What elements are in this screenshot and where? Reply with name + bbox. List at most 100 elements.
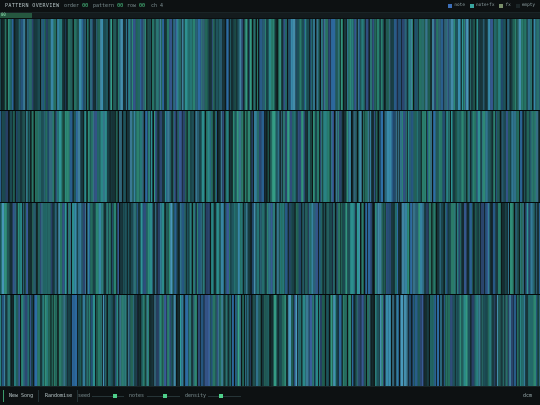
note-stripe (401, 19, 405, 110)
note-stripe (530, 203, 533, 294)
note-stripe (412, 19, 413, 110)
seed-slider-track[interactable] (92, 396, 124, 397)
note-stripe (382, 19, 385, 110)
top-bar: PATTERN OVERVIEW order 00 pattern 00 row… (0, 0, 540, 13)
order-label: order (64, 3, 80, 9)
note-stripe (311, 19, 313, 110)
note-stripe (402, 111, 406, 202)
note-stripe (427, 111, 429, 202)
note-stripe (152, 203, 156, 294)
note-stripe (391, 111, 393, 202)
note-stripe (58, 295, 62, 386)
note-stripe (503, 111, 506, 202)
note-stripe (61, 111, 64, 202)
note-stripe (134, 203, 137, 294)
note-stripe (336, 203, 339, 294)
note-stripe (25, 111, 27, 202)
song-progress-bar[interactable]: 00 (0, 12, 540, 18)
note-stripe (205, 203, 208, 294)
density-slider[interactable]: density (185, 390, 242, 402)
notes-slider[interactable]: notes (129, 390, 181, 402)
note-stripe (369, 111, 372, 202)
note-stripe (214, 203, 217, 294)
density-slider-knob[interactable] (219, 394, 224, 398)
note-stripe (379, 203, 382, 294)
note-stripe (302, 295, 303, 386)
seed-slider-knob[interactable] (113, 394, 118, 398)
legend-note-swatch (448, 4, 453, 8)
note-stripe (138, 295, 141, 386)
note-stripe (383, 295, 385, 386)
note-stripe (226, 111, 229, 202)
note-stripe (2, 19, 4, 110)
lane-channel-3[interactable] (0, 203, 540, 294)
note-stripe (53, 19, 57, 110)
randomise-button[interactable]: Randomise (40, 390, 79, 402)
note-stripe (167, 111, 170, 202)
note-stripe (218, 111, 221, 202)
notes-slider-knob[interactable] (163, 394, 168, 398)
note-stripe (396, 203, 399, 294)
seed-slider[interactable]: seed (78, 390, 126, 402)
note-stripe (395, 295, 397, 386)
note-stripe (521, 203, 523, 294)
note-stripe (34, 19, 38, 110)
note-stripe (313, 111, 315, 202)
note-stripe (33, 19, 35, 110)
note-stripe (65, 19, 67, 110)
note-stripe (381, 19, 383, 110)
note-stripe (338, 19, 341, 110)
note-stripe (170, 111, 172, 202)
note-stripe (70, 19, 73, 110)
note-stripe (157, 203, 160, 294)
note-stripe (369, 19, 373, 110)
note-stripe (237, 203, 240, 294)
density-slider-track[interactable] (208, 396, 241, 397)
note-stripe (137, 203, 141, 294)
seed-slider-label: seed (78, 393, 91, 399)
note-stripe (169, 111, 171, 202)
note-stripe (237, 19, 240, 110)
new-song-button[interactable]: New Song (3, 390, 40, 402)
note-stripe (215, 295, 217, 386)
legend-note-fx-swatch (469, 4, 474, 8)
note-stripe (193, 295, 195, 386)
note-stripe (111, 295, 114, 386)
note-stripe (15, 19, 19, 110)
note-stripe (530, 295, 534, 386)
note-stripe (488, 19, 491, 110)
note-stripe (29, 295, 31, 386)
note-stripe (87, 19, 89, 110)
note-stripe (348, 295, 352, 386)
note-stripe (277, 295, 279, 386)
lane-channel-1[interactable] (0, 19, 540, 110)
note-stripe (459, 203, 461, 294)
note-stripe (175, 19, 177, 110)
note-stripe (510, 203, 513, 294)
lane-channel-2[interactable] (0, 111, 540, 202)
note-stripe (28, 203, 31, 294)
note-stripe (156, 295, 159, 386)
note-stripe (94, 111, 98, 202)
note-stripe (104, 111, 107, 202)
note-stripe (348, 111, 351, 202)
note-stripe (178, 19, 181, 110)
note-stripe (343, 19, 347, 110)
note-stripe (500, 19, 504, 110)
note-stripe (301, 111, 304, 202)
note-stripe (485, 295, 488, 386)
pattern-grid[interactable] (0, 19, 540, 386)
note-stripe (212, 111, 214, 202)
note-stripe (498, 295, 501, 386)
note-stripe (253, 111, 257, 202)
note-stripe (482, 203, 484, 294)
note-stripe (265, 19, 269, 110)
note-stripe (480, 203, 483, 294)
note-stripe (294, 111, 296, 202)
lane-channel-4[interactable] (0, 295, 540, 386)
note-stripe (415, 203, 419, 294)
note-stripe (15, 295, 19, 386)
note-stripe (183, 203, 185, 294)
note-stripe (118, 295, 120, 386)
song-progress-fill (0, 13, 33, 18)
